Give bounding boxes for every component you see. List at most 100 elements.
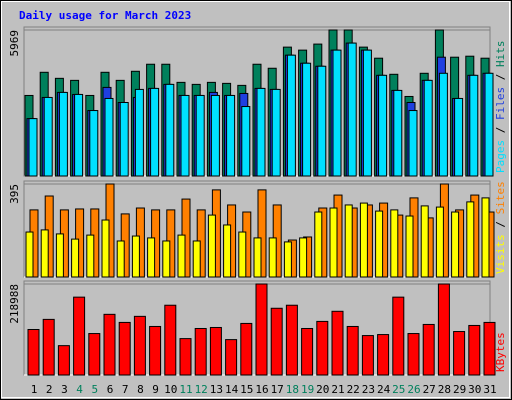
x-tick-label: 20 bbox=[316, 383, 329, 396]
x-tick-label: 31 bbox=[483, 383, 496, 396]
y-tick-label: 218988 bbox=[8, 284, 21, 324]
bar bbox=[361, 335, 374, 376]
bar bbox=[283, 241, 292, 278]
x-tick-label: 14 bbox=[225, 383, 239, 396]
bar bbox=[177, 234, 186, 278]
bar bbox=[241, 106, 251, 177]
bar bbox=[210, 94, 220, 177]
bar bbox=[317, 65, 327, 177]
x-tick-label: 11 bbox=[179, 383, 192, 396]
bar bbox=[195, 94, 205, 177]
bar bbox=[150, 87, 160, 177]
bar bbox=[469, 74, 479, 177]
x-tick-label: 1 bbox=[31, 383, 38, 396]
y-tick-label: 5969 bbox=[8, 30, 21, 57]
bar bbox=[268, 237, 277, 278]
bar bbox=[55, 233, 64, 278]
bar bbox=[347, 42, 357, 177]
x-tick-label: 30 bbox=[468, 383, 481, 396]
bar bbox=[88, 333, 101, 376]
bar bbox=[285, 304, 298, 376]
bar bbox=[223, 224, 232, 278]
bar bbox=[408, 110, 418, 177]
x-tick-label: 28 bbox=[438, 383, 451, 396]
bar bbox=[270, 307, 283, 376]
x-tick-label: 16 bbox=[255, 383, 268, 396]
x-tick-label: 15 bbox=[240, 383, 253, 396]
bar bbox=[149, 325, 162, 376]
bar bbox=[390, 209, 399, 278]
bar bbox=[377, 334, 390, 376]
bar bbox=[255, 283, 268, 376]
legend-separator: / bbox=[494, 120, 507, 140]
legend: Visits / Sites bbox=[494, 181, 507, 274]
bar bbox=[89, 110, 99, 177]
x-tick-label: 21 bbox=[331, 383, 344, 396]
legend: KBytes bbox=[494, 332, 507, 372]
bar bbox=[164, 304, 177, 376]
x-tick-label: 18 bbox=[286, 383, 299, 396]
bar bbox=[58, 91, 68, 177]
bar bbox=[454, 97, 464, 177]
bar bbox=[209, 326, 222, 376]
bar bbox=[393, 89, 403, 177]
x-tick-label: 3 bbox=[61, 383, 68, 396]
x-tick-label: 25 bbox=[392, 383, 405, 396]
bar bbox=[101, 219, 110, 278]
legend-entry: Visits bbox=[494, 234, 507, 274]
bar bbox=[40, 229, 49, 278]
bar bbox=[238, 231, 247, 278]
bar bbox=[435, 206, 444, 278]
legend-entry: Pages bbox=[494, 140, 507, 173]
bar bbox=[451, 211, 460, 278]
x-tick-label: 8 bbox=[137, 383, 144, 396]
bar bbox=[28, 118, 38, 177]
x-tick-label: 23 bbox=[362, 383, 375, 396]
bar bbox=[316, 320, 329, 376]
bar bbox=[179, 338, 192, 376]
legend-entry: Hits bbox=[494, 41, 507, 68]
legend-entry: Sites bbox=[494, 181, 507, 214]
bar bbox=[86, 234, 95, 278]
legend-separator: / bbox=[494, 214, 507, 234]
bar bbox=[301, 327, 314, 376]
bar bbox=[43, 96, 53, 177]
bar bbox=[134, 88, 144, 177]
bar bbox=[346, 325, 359, 376]
bar bbox=[192, 240, 201, 278]
legend-separator: / bbox=[494, 67, 507, 87]
legend-entry: Files bbox=[494, 87, 507, 120]
x-tick-label: 26 bbox=[407, 383, 420, 396]
chart-title: Daily usage for March 2023 bbox=[19, 9, 191, 22]
bar bbox=[226, 94, 236, 177]
x-tick-label: 22 bbox=[347, 383, 360, 396]
bar bbox=[453, 331, 466, 376]
legend: Pages / Files / Hits bbox=[494, 41, 507, 174]
x-tick-label: 9 bbox=[152, 383, 159, 396]
bar bbox=[420, 205, 429, 278]
bar bbox=[103, 313, 116, 376]
bar bbox=[484, 72, 494, 177]
bar bbox=[194, 327, 207, 376]
bar bbox=[332, 49, 342, 177]
bar bbox=[466, 201, 475, 278]
bar bbox=[119, 101, 129, 177]
bar bbox=[118, 321, 131, 376]
bar bbox=[180, 94, 190, 177]
bar bbox=[423, 79, 433, 177]
bar bbox=[422, 323, 435, 376]
bar bbox=[253, 237, 262, 278]
x-tick-label: 29 bbox=[453, 383, 466, 396]
bar bbox=[257, 189, 267, 278]
bar bbox=[359, 202, 368, 278]
x-tick-label: 13 bbox=[210, 383, 223, 396]
bar bbox=[207, 214, 216, 278]
bar bbox=[74, 93, 84, 177]
bar bbox=[438, 72, 448, 177]
bar bbox=[42, 318, 55, 376]
bar bbox=[405, 215, 414, 278]
bar bbox=[271, 88, 281, 177]
x-tick-label: 10 bbox=[164, 383, 177, 396]
